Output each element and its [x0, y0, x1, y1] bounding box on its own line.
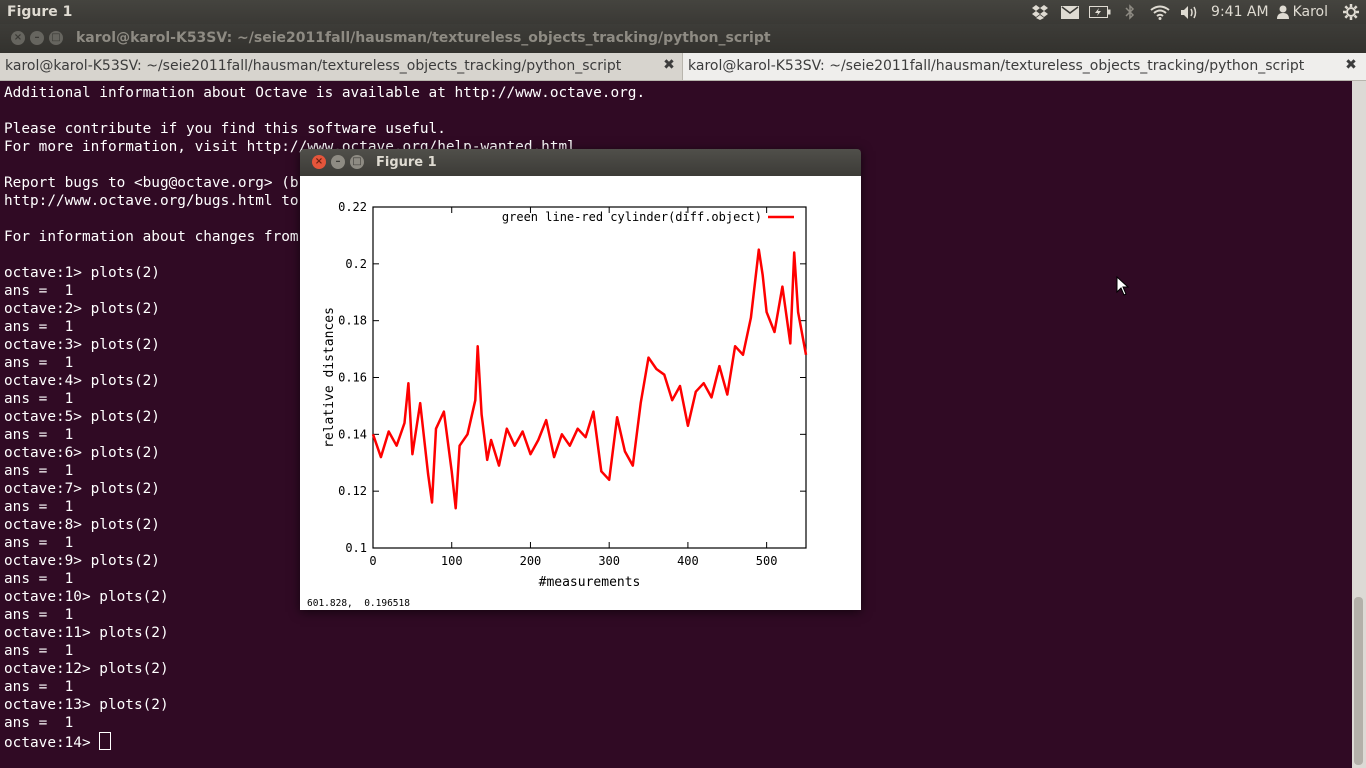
figure-title: Figure 1: [376, 155, 437, 170]
y-tick-label: 0.22: [338, 200, 367, 214]
tab-bar: karol@karol-K53SV: ~/seie2011fall/hausma…: [0, 53, 1366, 81]
plot-frame: [372, 206, 807, 549]
x-tick-label: 0: [369, 554, 376, 568]
mouse-pointer-icon: [1116, 276, 1130, 296]
close-icon[interactable]: ×: [312, 155, 326, 169]
terminal-line: ans = 1: [4, 427, 74, 443]
terminal-line: octave:2> plots(2): [4, 301, 160, 317]
bluetooth-icon[interactable]: [1115, 0, 1145, 24]
terminal-line: [4, 102, 645, 120]
terminal-line: octave:7> plots(2): [4, 481, 160, 497]
terminal-titlebar: × – □ karol@karol-K53SV: ~/seie2011fall/…: [0, 24, 1366, 53]
terminal-line: octave:9> plots(2): [4, 553, 160, 569]
close-icon[interactable]: ✖: [663, 57, 675, 73]
y-tick-label: 0.14: [338, 427, 367, 441]
clock[interactable]: 9:41 AM: [1211, 4, 1269, 20]
user-menu[interactable]: Karol: [1276, 4, 1336, 20]
terminal-line: ans = 1: [4, 283, 74, 299]
close-icon[interactable]: ✖: [1345, 57, 1357, 73]
terminal-prompt: octave:14>: [4, 735, 100, 751]
x-tick-label: 400: [677, 554, 699, 568]
terminal-output: Additional information about Octave is a…: [4, 84, 645, 752]
terminal-line: ans = 1: [4, 679, 74, 695]
maximize-icon[interactable]: □: [350, 155, 364, 169]
y-tick-label: 0.1: [345, 541, 367, 555]
terminal-line: ans = 1: [4, 499, 74, 515]
close-icon[interactable]: ×: [11, 31, 25, 45]
terminal-scrollbar[interactable]: [1352, 81, 1366, 768]
x-axis-label: #measurements: [539, 575, 641, 590]
terminal-line: Additional information about Octave is a…: [4, 85, 646, 101]
line-chart[interactable]: 0 100 200 300 400 500 0.1 0.12 0.14 0.16 0.18 0.2 0.…: [300, 176, 861, 596]
terminal-line: ans = 1: [4, 463, 74, 479]
terminal-line: ans = 1: [4, 319, 74, 335]
terminal-line: ans = 1: [4, 571, 74, 587]
x-tick-label: 100: [441, 554, 463, 568]
legend-label: green line-red cylinder(diff.object): [502, 210, 762, 224]
tab-terminal-2[interactable]: karol@karol-K53SV: ~/seie2011fall/hausma…: [683, 53, 1366, 80]
terminal-line: ans = 1: [4, 535, 74, 551]
user-name: Karol: [1292, 4, 1328, 20]
scrollbar-thumb[interactable]: [1354, 597, 1363, 765]
terminal-line: octave:3> plots(2): [4, 337, 160, 353]
x-tick-label: 200: [520, 554, 542, 568]
terminal-line: ans = 1: [4, 715, 74, 731]
tab-label: karol@karol-K53SV: ~/seie2011fall/hausma…: [688, 58, 1305, 74]
terminal-line: octave:13> plots(2): [4, 697, 169, 713]
coordinate-readout: 601.828, 0.196518: [307, 598, 410, 609]
top-panel: Figure 1 9:41 AM Karol: [0, 0, 1366, 24]
figure-canvas[interactable]: 0 100 200 300 400 500 0.1 0.12 0.14 0.16 0.18 0.2 0.…: [300, 176, 861, 610]
wifi-icon[interactable]: [1145, 0, 1175, 24]
y-tick-label: 0.2: [345, 257, 367, 271]
terminal-line: ans = 1: [4, 607, 74, 623]
x-tick-label: 500: [756, 554, 778, 568]
figure-titlebar[interactable]: × – □ Figure 1: [300, 149, 861, 176]
terminal-line: ans = 1: [4, 391, 74, 407]
indicator-area: 9:41 AM Karol: [1025, 0, 1366, 24]
terminal-line: octave:1> plots(2): [4, 265, 160, 281]
terminal-line: octave:11> plots(2): [4, 625, 169, 641]
battery-icon[interactable]: [1085, 0, 1115, 24]
terminal-line: ans = 1: [4, 643, 74, 659]
tab-label: karol@karol-K53SV: ~/seie2011fall/hausma…: [5, 58, 622, 74]
y-axis-label: relative distances: [322, 307, 337, 448]
user-icon: [1276, 5, 1289, 19]
figure-window[interactable]: × – □ Figure 1 0 100 200 300 400 500 0.1 0.12 0.…: [300, 149, 861, 610]
maximize-icon[interactable]: □: [49, 31, 63, 45]
x-tick-label: 300: [598, 554, 620, 568]
terminal-line: ans = 1: [4, 355, 74, 371]
minimize-icon[interactable]: –: [30, 31, 44, 45]
y-tick-label: 0.16: [338, 371, 367, 385]
window-title: karol@karol-K53SV: ~/seie2011fall/hausma…: [76, 30, 771, 46]
power-icon[interactable]: [1336, 0, 1366, 24]
terminal-line: Please contribute if you find this softw…: [4, 121, 446, 137]
terminal-line: octave:5> plots(2): [4, 409, 160, 425]
terminal-prompt-line[interactable]: octave:14>: [4, 732, 645, 752]
y-tick-label: 0.12: [338, 484, 367, 498]
minimize-icon[interactable]: –: [331, 155, 345, 169]
app-menu-title[interactable]: Figure 1: [7, 4, 73, 20]
series-line: [371, 248, 808, 510]
terminal-line: octave:4> plots(2): [4, 373, 160, 389]
text-cursor: [99, 732, 112, 750]
terminal-line: octave:12> plots(2): [4, 661, 169, 677]
terminal-line: octave:8> plots(2): [4, 517, 160, 533]
dropbox-icon[interactable]: [1025, 0, 1055, 24]
volume-icon[interactable]: [1175, 0, 1205, 24]
tab-terminal-1[interactable]: karol@karol-K53SV: ~/seie2011fall/hausma…: [0, 53, 683, 80]
y-tick-label: 0.18: [338, 314, 367, 328]
terminal-line: octave:10> plots(2): [4, 589, 169, 605]
terminal-line: octave:6> plots(2): [4, 445, 160, 461]
mail-icon[interactable]: [1055, 0, 1085, 24]
